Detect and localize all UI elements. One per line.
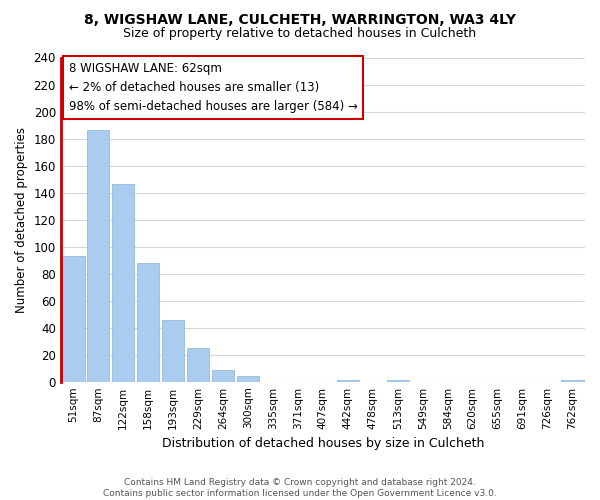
- Bar: [162, 320, 184, 382]
- Bar: [187, 348, 209, 382]
- Text: Contains HM Land Registry data © Crown copyright and database right 2024.
Contai: Contains HM Land Registry data © Crown c…: [103, 478, 497, 498]
- Bar: [386, 380, 409, 382]
- Bar: [112, 184, 134, 382]
- Bar: [561, 380, 584, 382]
- Bar: [62, 256, 85, 382]
- X-axis label: Distribution of detached houses by size in Culcheth: Distribution of detached houses by size …: [162, 437, 484, 450]
- Text: Size of property relative to detached houses in Culcheth: Size of property relative to detached ho…: [124, 28, 476, 40]
- Bar: [212, 370, 234, 382]
- Bar: [87, 130, 109, 382]
- Bar: [237, 376, 259, 382]
- Bar: [337, 380, 359, 382]
- Text: 8, WIGSHAW LANE, CULCHETH, WARRINGTON, WA3 4LY: 8, WIGSHAW LANE, CULCHETH, WARRINGTON, W…: [84, 12, 516, 26]
- Bar: [137, 263, 160, 382]
- Text: 8 WIGSHAW LANE: 62sqm
← 2% of detached houses are smaller (13)
98% of semi-detac: 8 WIGSHAW LANE: 62sqm ← 2% of detached h…: [68, 62, 358, 114]
- Y-axis label: Number of detached properties: Number of detached properties: [15, 126, 28, 312]
